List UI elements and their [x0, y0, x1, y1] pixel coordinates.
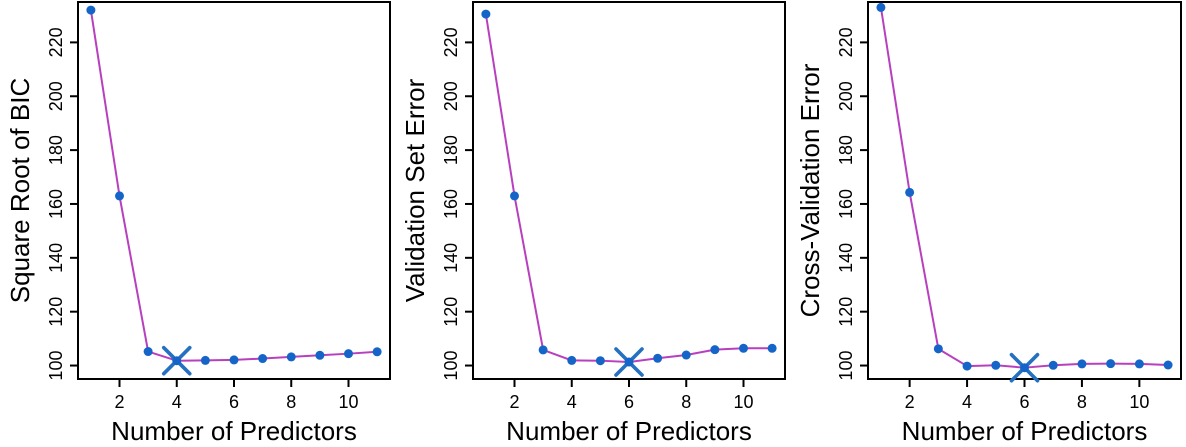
error-curve-line [484, 13, 774, 364]
data-point [624, 357, 634, 367]
x-tick-label: 10 [733, 392, 753, 412]
data-point [200, 355, 210, 365]
y-tick-label: 180 [441, 135, 461, 165]
data-point [567, 355, 577, 365]
x-tick-label: 4 [567, 392, 577, 412]
data-point [315, 350, 325, 360]
data-point [991, 360, 1001, 370]
data-point [1048, 360, 1058, 370]
data-point [681, 350, 691, 360]
chart-sqrt-bic: 2 4 6 8 10 100 120 140 160 180 200 220 Number of Pre… [5, 1, 391, 446]
x-tick-label: 2 [114, 392, 124, 412]
y-tick-label: 200 [441, 81, 461, 111]
plot-box [867, 1, 1182, 380]
data-point [905, 187, 915, 197]
data-point [538, 345, 548, 355]
data-point [172, 356, 182, 366]
panel-validation-set-error: 2 4 6 8 10 100 120 140 160 180 200 220 Number of Pre… [395, 0, 790, 447]
x-tick-label: 10 [1129, 392, 1149, 412]
chart-validation-set-error: 2 4 6 8 10 100 120 140 160 180 200 220 Number of Pre… [400, 1, 786, 446]
x-tick-label: 6 [1019, 392, 1029, 412]
data-point [933, 344, 943, 354]
data-point [229, 355, 239, 365]
data-point [115, 191, 125, 201]
data-point [286, 352, 296, 362]
data-point [343, 349, 353, 359]
y-tick-label: 140 [46, 243, 66, 273]
data-point [710, 345, 720, 355]
plot-box [472, 1, 786, 380]
data-point [595, 356, 605, 366]
x-axis-label: Number of Predictors [506, 416, 752, 446]
x-axis-label: Number of Predictors [902, 416, 1148, 446]
y-tick-label: 160 [46, 189, 66, 219]
y-tick-label: 120 [836, 297, 856, 327]
plot-box [77, 1, 391, 380]
x-tick-label: 2 [905, 392, 915, 412]
y-tick-label: 200 [46, 81, 66, 111]
error-curve-line [89, 9, 379, 362]
data-point [962, 361, 972, 371]
y-tick-label: 120 [441, 297, 461, 327]
data-point [767, 343, 777, 353]
x-tick-label: 4 [172, 392, 182, 412]
x-tick-label: 6 [624, 392, 634, 412]
x-tick-label: 8 [681, 392, 691, 412]
data-point [372, 347, 382, 357]
y-tick-label: 160 [441, 189, 461, 219]
y-tick-label: 140 [836, 243, 856, 273]
y-tick-label: 180 [836, 135, 856, 165]
y-axis-label: Validation Set Error [400, 78, 430, 302]
data-point [1020, 363, 1029, 373]
y-tick-label: 220 [441, 27, 461, 57]
y-tick-label: 160 [836, 189, 856, 219]
data-point [1106, 359, 1116, 369]
y-tick-label: 180 [46, 135, 66, 165]
y-tick-label: 220 [46, 27, 66, 57]
panel-sqrt-bic: 2 4 6 8 10 100 120 140 160 180 200 220 Number of Pre… [0, 0, 395, 447]
error-curve-line [879, 6, 1170, 369]
x-tick-label: 2 [509, 392, 519, 412]
data-point [86, 5, 96, 15]
data-point [738, 343, 748, 353]
chart-cross-validation-error: 2 4 6 8 10 100 120 140 160 180 200 220 Number of Pre… [795, 1, 1182, 446]
data-point [876, 2, 886, 12]
data-point [1077, 359, 1087, 369]
x-tick-label: 8 [286, 392, 296, 412]
y-tick-label: 200 [836, 81, 856, 111]
y-axis-label: Cross-Validation Error [795, 63, 825, 317]
x-tick-label: 4 [962, 392, 972, 412]
data-point [143, 347, 153, 357]
data-point [481, 9, 491, 19]
y-tick-label: 120 [46, 297, 66, 327]
x-tick-label: 6 [229, 392, 239, 412]
x-tick-label: 10 [338, 392, 358, 412]
data-point [1163, 360, 1173, 370]
data-point [258, 354, 268, 364]
y-tick-label: 220 [836, 27, 856, 57]
y-tick-label: 100 [836, 351, 856, 381]
panel-cross-validation-error: 2 4 6 8 10 100 120 140 160 180 200 220 Number of Pre… [790, 0, 1186, 447]
data-point [1134, 359, 1144, 369]
x-tick-label: 8 [1077, 392, 1087, 412]
x-axis-label: Number of Predictors [111, 416, 357, 446]
y-tick-label: 100 [46, 351, 66, 381]
y-axis-label: Square Root of BIC [5, 78, 35, 303]
data-point [510, 191, 520, 201]
y-tick-label: 140 [441, 243, 461, 273]
y-tick-label: 100 [441, 351, 461, 381]
data-point [653, 353, 663, 363]
